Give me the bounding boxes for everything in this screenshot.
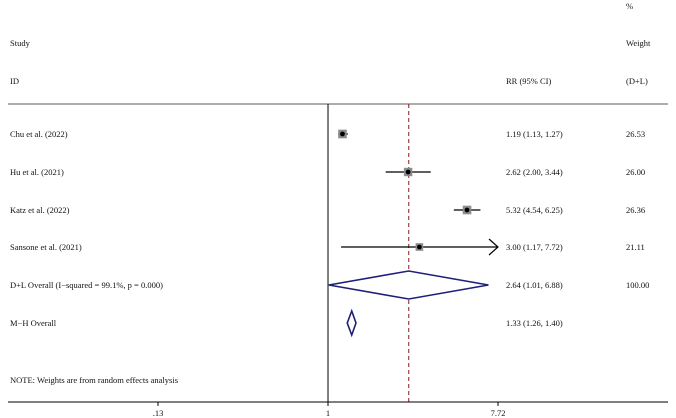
overall-label: M−H Overall (10, 318, 57, 328)
point-estimate (340, 131, 345, 137)
point-estimate (464, 207, 470, 213)
x-axis-ticks: .13 1 7.72 (153, 402, 506, 418)
overall-ci-text: 2.64 (1.01, 6.88) (506, 280, 563, 290)
ci-arrow (488, 238, 499, 256)
x-tick-label: .13 (153, 408, 164, 418)
id-header: ID (10, 76, 19, 86)
study-label: Chu et al. (2022) (10, 129, 68, 139)
x-tick-label: 7.72 (491, 408, 506, 418)
weight-header-method: (D+L) (626, 76, 648, 86)
overall-row-m-h-overall: M−H Overall 1.33 (1.26, 1.40) (10, 308, 563, 338)
study-label: Katz et al. (2022) (10, 205, 70, 215)
overall-weight: 100.00 (626, 280, 649, 290)
study-weight: 26.36 (626, 205, 645, 215)
study-header: Study (10, 38, 31, 48)
study-weight: 26.00 (626, 167, 645, 177)
overall-row-d-l-overall: D+L Overall (I−squared = 99.1%, p = 0.00… (10, 270, 649, 300)
study-row-sansone-et-al-2021: Sansone et al. (2021) 3.00 (1.17, 7.72) 21… (10, 238, 645, 256)
effect-header: RR (95% CI) (506, 76, 552, 86)
study-row-chu-et-al-2022: Chu et al. (2022) 1.19 (1.13, 1.27) 26.53 (10, 129, 645, 139)
study-row-hu-et-al-2021: Hu et al. (2021) 2.62 (2.00, 3.44) 26.00 (10, 167, 645, 177)
overall-diamond (346, 308, 357, 338)
study-weight: 21.11 (626, 242, 645, 252)
overall-diamond (328, 270, 489, 300)
study-row-katz-et-al-2022: Katz et al. (2022) 5.32 (4.54, 6.25) 26.36 (10, 205, 645, 215)
point-estimate (416, 244, 422, 250)
overall-rows: D+L Overall (I−squared = 99.1%, p = 0.00… (10, 270, 649, 338)
study-label: Sansone et al. (2021) (10, 242, 82, 252)
x-tick-label: 1 (326, 408, 330, 418)
study-ci-text: 1.19 (1.13, 1.27) (506, 129, 563, 139)
study-label: Hu et al. (2021) (10, 167, 64, 177)
overall-label: D+L Overall (I−squared = 99.1%, p = 0.00… (10, 280, 163, 290)
weight-header-percent: % (626, 1, 633, 11)
weight-header-label: Weight (626, 38, 651, 48)
study-weight: 26.53 (626, 129, 645, 139)
study-rows: Chu et al. (2022) 1.19 (1.13, 1.27) 26.53 H… (10, 129, 645, 256)
point-estimate (405, 169, 411, 175)
study-ci-text: 2.62 (2.00, 3.44) (506, 167, 563, 177)
overall-ci-text: 1.33 (1.26, 1.40) (506, 318, 563, 328)
study-ci-text: 5.32 (4.54, 6.25) (506, 205, 563, 215)
weights-note: NOTE: Weights are from random effects an… (10, 375, 178, 385)
study-ci-text: 3.00 (1.17, 7.72) (506, 242, 563, 252)
